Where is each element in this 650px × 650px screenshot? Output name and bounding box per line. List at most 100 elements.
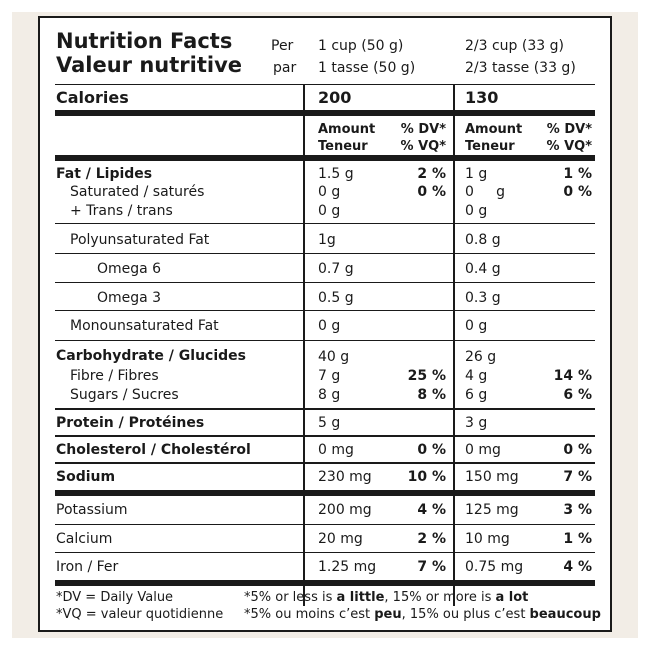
row-label-fibre: Fibre / Fibres (70, 368, 159, 384)
footnote-en-lot: a lot (495, 590, 529, 605)
row-label-cholesterol: Cholesterol / Cholestérol (56, 442, 251, 458)
row-dv-col1: 10 % (407, 469, 446, 485)
row-label-carbohydrate: Carbohydrate / Glucides (56, 348, 246, 364)
row-value-col2: 0.75 mg (465, 559, 524, 575)
row-value-col1: 1.5 g (318, 166, 354, 182)
row-label-sodium: Sodium (56, 469, 116, 485)
dv-label-col1: % DV* (400, 122, 446, 137)
row-label-omega3: Omega 3 (97, 290, 162, 306)
rule-subheader (55, 155, 595, 161)
footnote-en-text-2: , 15% or more is (384, 590, 496, 605)
row-dv-col2: 6 % (563, 387, 592, 403)
vq-label-col1: % VQ* (400, 139, 446, 154)
row-value-col1: 40 g (318, 349, 350, 365)
row-value-col1: 5 g (318, 415, 341, 431)
row-rule (55, 552, 595, 553)
row-dv-col2: 4 % (563, 559, 592, 575)
row-value-col2: 0 g (465, 184, 506, 200)
footnote-vq: *VQ = valeur quotidienne (56, 607, 224, 622)
row-value-col2: 6 g (465, 387, 488, 403)
row-value-col1: 0 mg (318, 442, 354, 458)
row-value-col2: 125 mg (465, 502, 519, 518)
row-dv-col1: 2 % (417, 531, 446, 547)
row-dv-col1: 7 % (417, 559, 446, 575)
row-value-col1: 200 mg (318, 502, 372, 518)
row-value-col1: 0 g (318, 184, 341, 200)
row-label-potassium: Potassium (56, 502, 128, 518)
row-dv-col2: 1 % (563, 166, 592, 182)
row-value-col1: 1.25 mg (318, 559, 377, 575)
row-value-col2: 0 g (465, 318, 488, 334)
serving-col1-fr: 1 tasse (50 g) (318, 60, 416, 76)
column-divider-2 (453, 85, 455, 606)
rule-minerals (55, 490, 595, 496)
footnote-fr-text: *5% ou moins c’est (244, 607, 375, 622)
row-label-calcium: Calcium (56, 531, 113, 547)
footnote-fr-peu: peu (374, 607, 402, 622)
row-label-fat: Fat / Lipides (56, 166, 153, 182)
row-rule (55, 223, 595, 224)
row-dv-col2: 0 % (563, 184, 592, 200)
row-value-col2: 0.3 g (465, 290, 501, 306)
row-label-polyunsaturated: Polyunsaturated Fat (70, 232, 210, 248)
row-dv-col1: 8 % (417, 387, 446, 403)
row-rule (55, 462, 595, 464)
row-dv-col2: 0 % (563, 442, 592, 458)
row-label-sugars: Sugars / Sucres (70, 387, 179, 403)
row-rule (55, 282, 595, 283)
row-dv-col1: 4 % (417, 502, 446, 518)
title-fr: Valeur nutritive (56, 53, 242, 77)
rule-footer (55, 580, 595, 586)
row-value-col2: 0 g (465, 203, 488, 219)
row-value-col2: 1 g (465, 166, 488, 182)
row-dv-col2: 3 % (563, 502, 592, 518)
dv-label-col2: % DV* (546, 122, 592, 137)
row-value-col1: 0.5 g (318, 290, 354, 306)
teneur-label-col1: Teneur (318, 139, 368, 154)
row-value-col2: 0.8 g (465, 232, 501, 248)
row-label-protein: Protein / Protéines (56, 415, 205, 431)
amount-label-col2: Amount (465, 122, 523, 137)
serving-col2-en: 2/3 cup (33 g) (465, 38, 564, 54)
row-value-col2: 4 g (465, 368, 488, 384)
row-dv-col2: 7 % (563, 469, 592, 485)
footnote-en-text: *5% or less is (244, 590, 337, 605)
row-value-col2: 0.4 g (465, 261, 501, 277)
rule-header (55, 84, 595, 85)
row-rule (55, 310, 595, 311)
row-value-col2: 10 mg (465, 531, 510, 547)
row-label-trans: + Trans / trans (70, 203, 173, 219)
row-value-col1: 0.7 g (318, 261, 354, 277)
row-label-monounsaturated: Monounsaturated Fat (70, 318, 219, 334)
row-rule (55, 408, 595, 410)
per-label-fr: par (273, 60, 297, 76)
title-en: Nutrition Facts (56, 29, 233, 53)
rule-calories (55, 110, 595, 116)
row-rule (55, 340, 595, 341)
row-value-col1: 7 g (318, 368, 341, 384)
row-dv-col1: 2 % (417, 166, 446, 182)
row-dv-col2: 14 % (553, 368, 592, 384)
row-value-col1: 0 g (318, 203, 341, 219)
teneur-label-col2: Teneur (465, 139, 515, 154)
row-dv-col2: 1 % (563, 531, 592, 547)
row-label-iron: Iron / Fer (56, 559, 119, 575)
row-dv-col1: 0 % (417, 442, 446, 458)
row-value-col2: 3 g (465, 415, 488, 431)
footnote-en-little: a little (336, 590, 385, 605)
serving-col1-en: 1 cup (50 g) (318, 38, 404, 54)
row-rule (55, 524, 595, 525)
footnote-dv: *DV = Daily Value (56, 590, 174, 605)
vq-label-col2: % VQ* (546, 139, 592, 154)
row-label-omega6: Omega 6 (97, 261, 162, 277)
row-dv-col1: 25 % (407, 368, 446, 384)
row-value-col2: 26 g (465, 349, 497, 365)
footnote-fr-beaucoup: beaucoup (529, 607, 601, 622)
row-value-col1: 1g (318, 232, 336, 248)
per-label-en: Per (271, 38, 294, 54)
row-value-col1: 230 mg (318, 469, 372, 485)
calories-col2: 130 (465, 88, 499, 107)
row-rule (55, 253, 595, 254)
calories-col1: 200 (318, 88, 352, 107)
footnote-percent-en: *5% or less is a little, 15% or more is … (244, 591, 528, 604)
